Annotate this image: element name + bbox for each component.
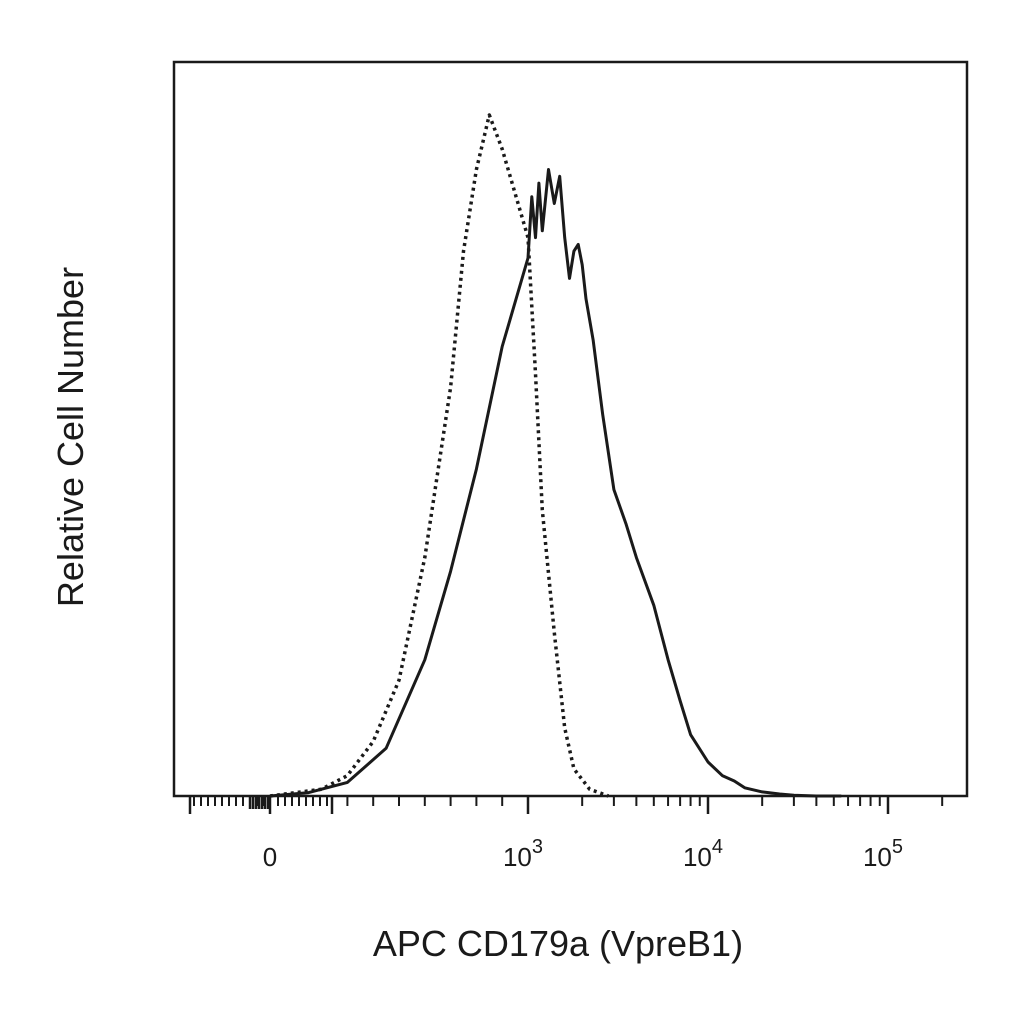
- x-tick-label: 0: [263, 842, 277, 872]
- series-dotted-line: [269, 113, 610, 798]
- x-tick-label: 103: [503, 836, 543, 872]
- x-axis-tick-labels: 0 103 104 105: [263, 836, 903, 872]
- plot-frame: [172, 60, 969, 798]
- x-tick-label: 104: [683, 836, 723, 872]
- x-tick-label: 105: [863, 836, 903, 872]
- x-axis-label: APC CD179a (VpreB1): [373, 923, 743, 964]
- series-layer: [269, 113, 842, 798]
- x-axis-ticks: [188, 796, 944, 814]
- y-axis-label: Relative Cell Number: [50, 267, 91, 607]
- series-solid-line: [269, 168, 842, 798]
